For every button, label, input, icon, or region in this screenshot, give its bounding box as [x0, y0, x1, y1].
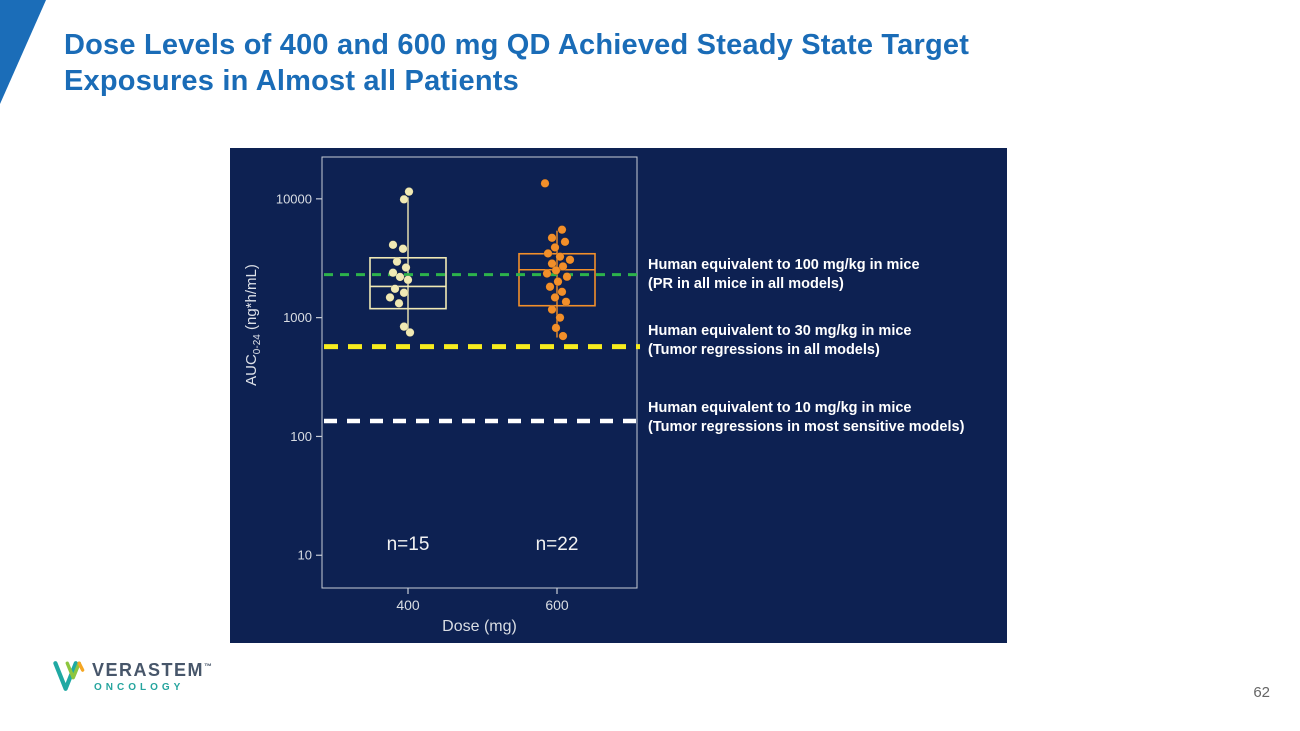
y-axis-label-units: (ng*h/mL)	[243, 264, 260, 335]
corner-accent-wedge	[0, 0, 46, 104]
page-number: 62	[1253, 684, 1270, 701]
svg-text:Dose (mg): Dose (mg)	[442, 618, 517, 635]
threshold-label-10mgkg: Human equivalent to 10 mg/kg in mice (Tu…	[648, 399, 964, 437]
trademark-symbol: ™	[204, 662, 213, 671]
verastem-name: VERASTEM	[92, 660, 205, 680]
y-axis-label: AUC0-24 (ng*h/mL)	[243, 225, 263, 425]
slide-title-line1: Dose Levels of 400 and 600 mg QD Achieve…	[64, 29, 970, 61]
threshold-label-30mgkg: Human equivalent to 30 mg/kg in mice (Tu…	[648, 322, 911, 360]
threshold-label-30mgkg-line2: (Tumor regressions in all models)	[648, 341, 880, 358]
verastem-logo-text: VERASTEM™ ONCOLOGY	[92, 657, 212, 693]
svg-text:n=15: n=15	[387, 534, 430, 555]
svg-text:100: 100	[290, 429, 312, 444]
svg-text:10: 10	[298, 548, 312, 563]
verastem-wordmark: VERASTEM™	[92, 661, 212, 679]
svg-text:n=22: n=22	[536, 534, 579, 555]
svg-text:1000: 1000	[283, 310, 312, 325]
dose-exposure-boxplot: 10 100 1000 10000 400 600 Dose (mg) n=15 n=22	[276, 156, 640, 635]
slide-title-line2: Exposures in Almost all Patients	[64, 64, 519, 97]
threshold-label-100mgkg-line1: Human equivalent to 100 mg/kg in mice	[648, 257, 920, 273]
y-axis-label-prefix: AUC	[243, 354, 260, 386]
verastem-logo: VERASTEM™ ONCOLOGY	[52, 657, 212, 695]
verastem-v-icon	[53, 661, 85, 691]
chart-panel: 10 100 1000 10000 400 600 Dose (mg) n=15 n=22 AU…	[230, 148, 1007, 643]
svg-text:400: 400	[396, 597, 420, 613]
svg-text:10000: 10000	[276, 191, 312, 206]
threshold-label-100mgkg-line2: (PR in all mice in all models)	[648, 275, 844, 292]
threshold-label-30mgkg-line1: Human equivalent to 30 mg/kg in mice	[648, 323, 912, 339]
threshold-label-10mgkg-line1: Human equivalent to 10 mg/kg in mice	[648, 400, 912, 416]
threshold-label-10mgkg-line2: (Tumor regressions in most sensitive mod…	[648, 418, 965, 435]
oncology-wordmark: ONCOLOGY	[94, 682, 185, 693]
y-axis-label-subscript: 0-24	[252, 334, 263, 355]
threshold-label-100mgkg: Human equivalent to 100 mg/kg in mice (P…	[648, 256, 920, 294]
svg-text:600: 600	[545, 597, 569, 613]
slide-title: Dose Levels of 400 and 600 mg QD Achieve…	[64, 28, 1214, 100]
